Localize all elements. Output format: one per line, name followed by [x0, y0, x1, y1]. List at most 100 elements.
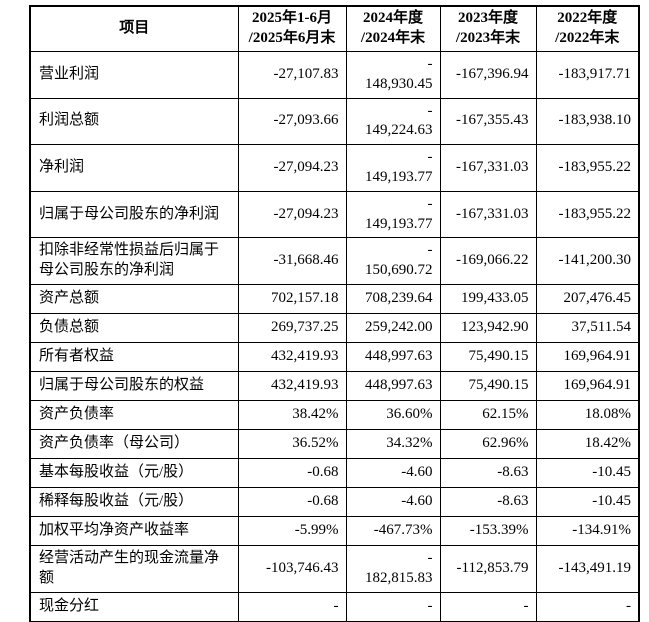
value-cell: 36.60% — [345, 399, 441, 430]
value-cell: -112,853.79 — [439, 544, 537, 593]
table-row-basic-eps: 基本每股收益（元/股） -0.68 -4.60 -8.63 -10.45 — [29, 457, 640, 488]
value-cell: 708,239.64 — [345, 283, 441, 314]
value-cell: -10.45 — [535, 457, 640, 488]
value-cell: -0.68 — [237, 486, 347, 517]
row-label: 资产总额 — [29, 283, 239, 314]
value-cell: -8.63 — [439, 486, 537, 517]
row-label: 经营活动产生的现金流量净额 — [29, 544, 239, 593]
row-label: 稀释每股收益（元/股） — [29, 486, 239, 517]
value-cell: -467.73% — [345, 515, 441, 546]
value-cell: - — [439, 591, 537, 622]
value-cell: -10.45 — [535, 486, 640, 517]
row-label: 现金分红 — [29, 591, 239, 622]
value-cell: 34.32% — [345, 428, 441, 459]
value-cell: - — [535, 591, 640, 622]
value-cell: -167,355.43 — [439, 97, 537, 146]
table-row-equity-parent: 归属于母公司股东的权益 432,419.93 448,997.63 75,490… — [29, 370, 640, 401]
value-cell: -167,331.03 — [439, 190, 537, 239]
table-row-total-liabilities: 负债总额 269,737.25 259,242.00 123,942.90 37… — [29, 312, 640, 343]
row-label: 净利润 — [29, 144, 239, 192]
value-cell: -167,396.94 — [439, 51, 537, 99]
row-label: 归属于母公司股东的权益 — [29, 370, 239, 401]
value-cell: - 182,815.83 — [345, 544, 441, 593]
table-row-diluted-eps: 稀释每股收益（元/股） -0.68 -4.60 -8.63 -10.45 — [29, 486, 640, 517]
value-cell: -27,107.83 — [237, 51, 347, 99]
value-cell: 432,419.93 — [237, 341, 347, 372]
value-cell: - — [345, 591, 441, 622]
value-cell: - 149,193.77 — [345, 190, 441, 239]
value-cell: -167,331.03 — [439, 144, 537, 192]
value-cell: -31,668.46 — [237, 237, 347, 285]
value-cell: 169,964.91 — [535, 341, 640, 372]
table-row-operating-profit: 营业利润 -27,107.83 - 148,930.45 -167,396.94… — [29, 51, 640, 99]
value-cell: 702,157.18 — [237, 283, 347, 314]
table-row-total-profit: 利润总额 -27,093.66 - 149,224.63 -167,355.43… — [29, 97, 640, 146]
row-label: 所有者权益 — [29, 341, 239, 372]
header-cell-item: 项目 — [29, 5, 239, 52]
value-cell: 448,997.63 — [345, 341, 441, 372]
value-cell: -183,938.10 — [535, 97, 640, 146]
value-cell: -143,491.19 — [535, 544, 640, 593]
value-cell: -0.68 — [237, 457, 347, 488]
value-cell: 62.15% — [439, 399, 537, 430]
value-cell: -8.63 — [439, 457, 537, 488]
table-row-owners-equity: 所有者权益 432,419.93 448,997.63 75,490.15 16… — [29, 341, 640, 372]
value-cell: 448,997.63 — [345, 370, 441, 401]
value-cell: -4.60 — [345, 486, 441, 517]
table-row-debt-ratio: 资产负债率 38.42% 36.60% 62.15% 18.08% — [29, 399, 640, 430]
value-cell: -183,917.71 — [535, 51, 640, 99]
value-cell: 38.42% — [237, 399, 347, 430]
value-cell: -153.39% — [439, 515, 537, 546]
value-cell: -27,094.23 — [237, 190, 347, 239]
value-cell: -27,094.23 — [237, 144, 347, 192]
row-label: 资产负债率（母公司） — [29, 428, 239, 459]
row-label: 扣除非经常性损益后归属于母公司股东的净利润 — [29, 237, 239, 285]
value-cell: - 148,930.45 — [345, 51, 441, 99]
row-label: 负债总额 — [29, 312, 239, 343]
row-label: 归属于母公司股东的净利润 — [29, 190, 239, 239]
value-cell: 123,942.90 — [439, 312, 537, 343]
value-cell: 169,964.91 — [535, 370, 640, 401]
value-cell: -134.91% — [535, 515, 640, 546]
value-cell: - 150,690.72 — [345, 237, 441, 285]
value-cell: - 149,193.77 — [345, 144, 441, 192]
value-cell: - — [237, 591, 347, 622]
value-cell: - 149,224.63 — [345, 97, 441, 146]
value-cell: -27,093.66 — [237, 97, 347, 146]
value-cell: -169,066.22 — [439, 237, 537, 285]
value-cell: 18.08% — [535, 399, 640, 430]
value-cell: 269,737.25 — [237, 312, 347, 343]
value-cell: -5.99% — [237, 515, 347, 546]
value-cell: 18.42% — [535, 428, 640, 459]
table-row-net-profit-excl-nonrecurring: 扣除非经常性损益后归属于母公司股东的净利润 -31,668.46 - 150,6… — [29, 237, 640, 285]
header-cell-2023: 2023年度 /2023年末 — [439, 5, 537, 52]
table-row-cash-dividend: 现金分红 - - - - — [29, 591, 640, 622]
row-label: 利润总额 — [29, 97, 239, 146]
value-cell: 36.52% — [237, 428, 347, 459]
table-header-row: 项目 2025年1-6月 /2025年6月末 2024年度 /2024年末 20… — [29, 5, 640, 52]
header-cell-2024: 2024年度 /2024年末 — [345, 5, 441, 52]
table-row-total-assets: 资产总额 702,157.18 708,239.64 199,433.05 20… — [29, 283, 640, 314]
table-row-net-profit-parent: 归属于母公司股东的净利润 -27,094.23 - 149,193.77 -16… — [29, 190, 640, 239]
table-row-net-profit: 净利润 -27,094.23 - 149,193.77 -167,331.03 … — [29, 144, 640, 192]
value-cell: -103,746.43 — [237, 544, 347, 593]
value-cell: 432,419.93 — [237, 370, 347, 401]
row-label: 营业利润 — [29, 51, 239, 99]
table-row-weighted-avg-roe: 加权平均净资产收益率 -5.99% -467.73% -153.39% -134… — [29, 515, 640, 546]
value-cell: 37,511.54 — [535, 312, 640, 343]
table-row-operating-cash-flow: 经营活动产生的现金流量净额 -103,746.43 - 182,815.83 -… — [29, 544, 640, 593]
value-cell: 75,490.15 — [439, 341, 537, 372]
header-cell-2022: 2022年度 /2022年末 — [535, 5, 640, 52]
value-cell: 199,433.05 — [439, 283, 537, 314]
value-cell: -141,200.30 — [535, 237, 640, 285]
value-cell: -183,955.22 — [535, 144, 640, 192]
header-cell-2025: 2025年1-6月 /2025年6月末 — [237, 5, 347, 52]
value-cell: 75,490.15 — [439, 370, 537, 401]
value-cell: -183,955.22 — [535, 190, 640, 239]
row-label: 基本每股收益（元/股） — [29, 457, 239, 488]
value-cell: -4.60 — [345, 457, 441, 488]
value-cell: 207,476.45 — [535, 283, 640, 314]
table-row-debt-ratio-parent: 资产负债率（母公司） 36.52% 34.32% 62.96% 18.42% — [29, 428, 640, 459]
value-cell: 259,242.00 — [345, 312, 441, 343]
